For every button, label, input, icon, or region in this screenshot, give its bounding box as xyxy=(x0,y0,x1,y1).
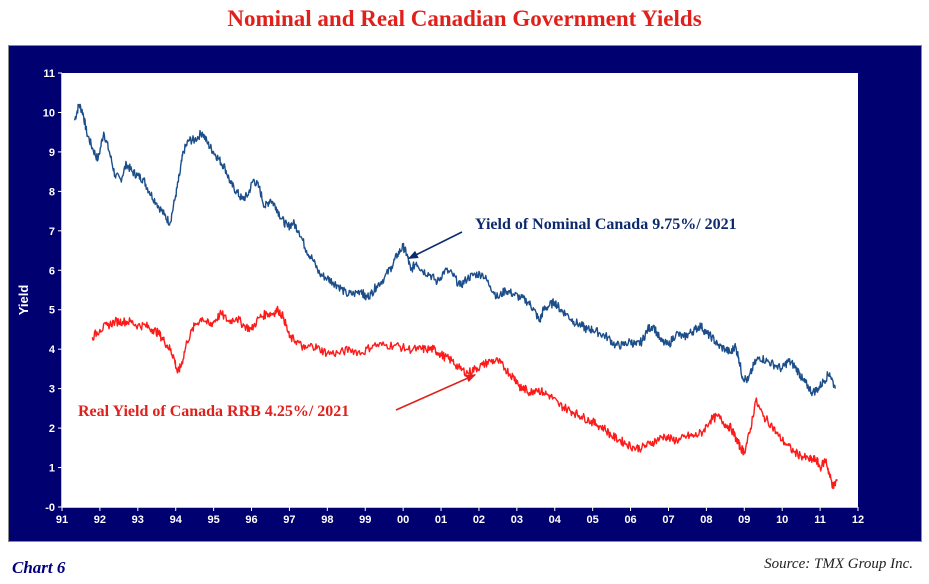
x-tick-label: 08 xyxy=(700,514,712,526)
source-note: Source: TMX Group Inc. xyxy=(764,556,913,572)
nominal-annotation-arrow xyxy=(407,231,463,260)
y-tick-label: 3 xyxy=(49,384,55,396)
y-tick-label: 8 xyxy=(49,186,55,198)
y-tick-label: 5 xyxy=(49,305,55,317)
real-annotation-arrow xyxy=(395,374,477,411)
x-tick-label: 92 xyxy=(94,514,106,526)
x-tick-label: 93 xyxy=(132,514,144,526)
y-tick-label: 11 xyxy=(43,68,55,80)
y-tick-label: 10 xyxy=(43,107,55,119)
x-tick-label: 06 xyxy=(624,514,636,526)
x-tick-label: 01 xyxy=(435,514,447,526)
annotation-layer: Yield of Nominal Canada 9.75%/ 2021 Real … xyxy=(78,216,737,420)
x-tick-label: 12 xyxy=(852,514,864,526)
y-tick-label: 9 xyxy=(49,147,55,159)
x-tick-label: 97 xyxy=(283,514,295,526)
series-layer xyxy=(73,103,838,489)
x-tick-label: 99 xyxy=(359,514,371,526)
plot-area xyxy=(62,73,858,507)
chart-number-label: Chart 6 xyxy=(12,558,66,577)
y-tick-label: 7 xyxy=(49,226,55,238)
page-title: Nominal and Real Canadian Government Yie… xyxy=(227,6,702,31)
x-tick-label: 91 xyxy=(56,514,68,526)
y-tick-label: 2 xyxy=(49,423,55,435)
y-tick-label: 6 xyxy=(49,265,55,277)
x-tick-label: 00 xyxy=(397,514,409,526)
x-tick-label: 09 xyxy=(738,514,750,526)
y-tick-label: 1 xyxy=(49,463,55,475)
x-tick-label: 07 xyxy=(662,514,674,526)
x-tick-label: 05 xyxy=(587,514,599,526)
x-tick-label: 94 xyxy=(170,514,183,526)
x-tick-label: 03 xyxy=(511,514,523,526)
x-tick-label: 11 xyxy=(814,514,826,526)
x-tick-label: 96 xyxy=(245,514,257,526)
y-tick-label: 4 xyxy=(49,344,56,356)
y-tick-label: -0 xyxy=(45,502,55,514)
x-tick-label: 02 xyxy=(473,514,485,526)
x-tick-label: 10 xyxy=(776,514,788,526)
x-tick-label: 98 xyxy=(321,514,333,526)
nominal-annotation-label: Yield of Nominal Canada 9.75%/ 2021 xyxy=(475,216,737,233)
real-annotation-label: Real Yield of Canada RRB 4.25%/ 2021 xyxy=(78,403,349,420)
x-tick-label: 04 xyxy=(549,514,562,526)
y-axis-label: Yield xyxy=(16,285,31,316)
real-yield-line xyxy=(91,305,838,489)
nominal-yield-line xyxy=(73,103,836,397)
x-tick-label: 95 xyxy=(207,514,219,526)
